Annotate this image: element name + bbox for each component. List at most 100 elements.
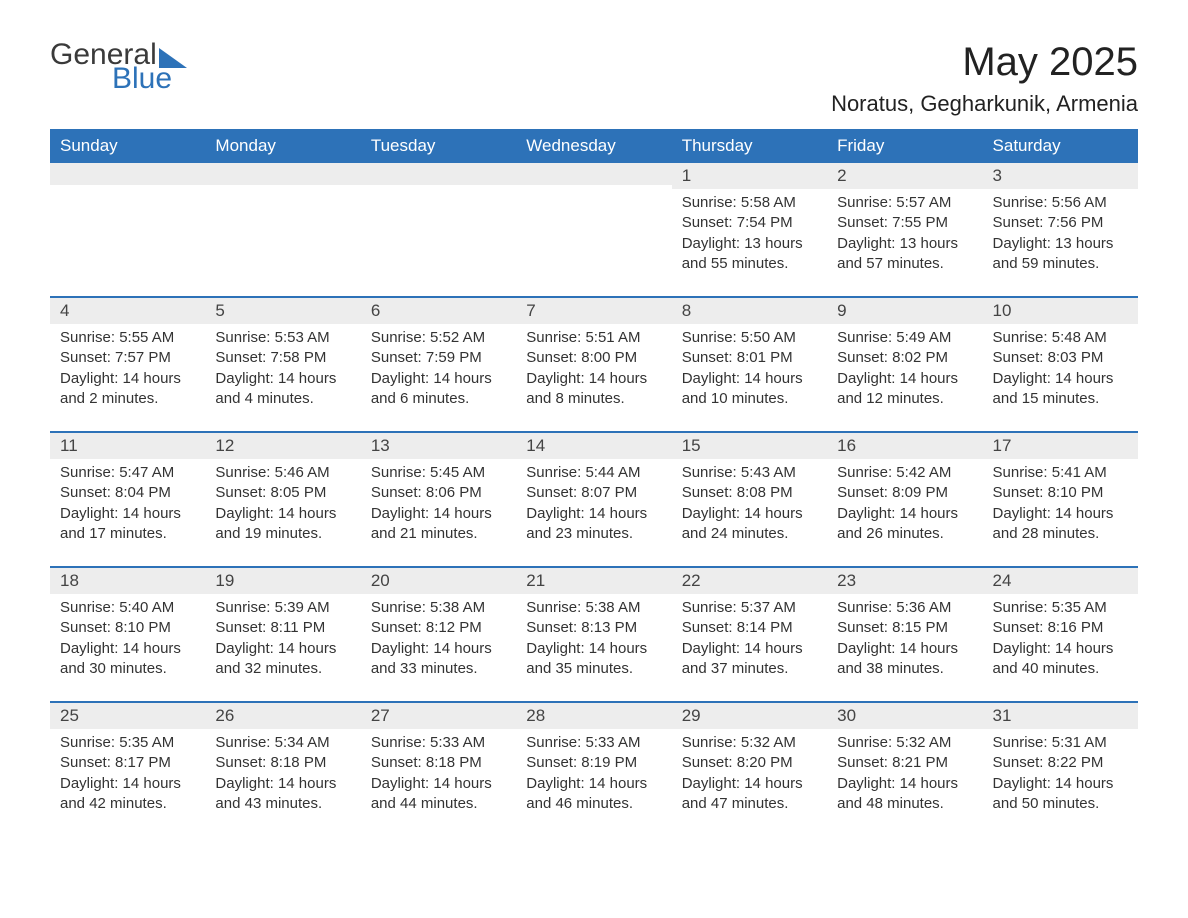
day-details: Sunrise: 5:39 AMSunset: 8:11 PMDaylight:… (205, 594, 360, 679)
calendar-cell (516, 163, 671, 297)
day-details: Sunrise: 5:55 AMSunset: 7:57 PMDaylight:… (50, 324, 205, 409)
calendar-cell (50, 163, 205, 297)
day-details: Sunrise: 5:40 AMSunset: 8:10 PMDaylight:… (50, 594, 205, 679)
day-details: Sunrise: 5:34 AMSunset: 8:18 PMDaylight:… (205, 729, 360, 814)
sunrise-text: Sunrise: 5:50 AM (682, 328, 817, 348)
sunrise-text: Sunrise: 5:53 AM (215, 328, 350, 348)
sunrise-text: Sunrise: 5:58 AM (682, 193, 817, 213)
day-number: 29 (672, 703, 827, 729)
sunrise-text: Sunrise: 5:44 AM (526, 463, 661, 483)
day-number: 16 (827, 433, 982, 459)
day-details: Sunrise: 5:37 AMSunset: 8:14 PMDaylight:… (672, 594, 827, 679)
sunset-text: Sunset: 8:03 PM (993, 348, 1128, 368)
day-number (516, 163, 671, 185)
sunset-text: Sunset: 8:12 PM (371, 618, 506, 638)
daylight-text: Daylight: 14 hours and 40 minutes. (993, 639, 1128, 680)
sunset-text: Sunset: 8:16 PM (993, 618, 1128, 638)
sunrise-text: Sunrise: 5:55 AM (60, 328, 195, 348)
day-number: 24 (983, 568, 1138, 594)
calendar-cell: 6Sunrise: 5:52 AMSunset: 7:59 PMDaylight… (361, 297, 516, 432)
day-details: Sunrise: 5:48 AMSunset: 8:03 PMDaylight:… (983, 324, 1138, 409)
sunrise-text: Sunrise: 5:40 AM (60, 598, 195, 618)
calendar-cell: 18Sunrise: 5:40 AMSunset: 8:10 PMDayligh… (50, 567, 205, 702)
weekday-header: Monday (205, 129, 360, 163)
day-details: Sunrise: 5:46 AMSunset: 8:05 PMDaylight:… (205, 459, 360, 544)
sunset-text: Sunset: 8:11 PM (215, 618, 350, 638)
sunset-text: Sunset: 8:02 PM (837, 348, 972, 368)
daylight-text: Daylight: 13 hours and 59 minutes. (993, 234, 1128, 275)
calendar-cell: 14Sunrise: 5:44 AMSunset: 8:07 PMDayligh… (516, 432, 671, 567)
daylight-text: Daylight: 14 hours and 47 minutes. (682, 774, 817, 815)
day-number: 25 (50, 703, 205, 729)
sunset-text: Sunset: 7:54 PM (682, 213, 817, 233)
sunrise-text: Sunrise: 5:38 AM (526, 598, 661, 618)
day-details: Sunrise: 5:49 AMSunset: 8:02 PMDaylight:… (827, 324, 982, 409)
daylight-text: Daylight: 13 hours and 57 minutes. (837, 234, 972, 275)
calendar-week-row: 4Sunrise: 5:55 AMSunset: 7:57 PMDaylight… (50, 297, 1138, 432)
day-details: Sunrise: 5:45 AMSunset: 8:06 PMDaylight:… (361, 459, 516, 544)
sunrise-text: Sunrise: 5:49 AM (837, 328, 972, 348)
day-details: Sunrise: 5:32 AMSunset: 8:21 PMDaylight:… (827, 729, 982, 814)
day-number: 19 (205, 568, 360, 594)
sunrise-text: Sunrise: 5:41 AM (993, 463, 1128, 483)
day-number: 8 (672, 298, 827, 324)
day-number: 7 (516, 298, 671, 324)
day-details: Sunrise: 5:35 AMSunset: 8:17 PMDaylight:… (50, 729, 205, 814)
sunset-text: Sunset: 8:13 PM (526, 618, 661, 638)
sunrise-text: Sunrise: 5:47 AM (60, 463, 195, 483)
sunrise-text: Sunrise: 5:33 AM (526, 733, 661, 753)
logo-word2: Blue (112, 64, 187, 94)
calendar-cell: 31Sunrise: 5:31 AMSunset: 8:22 PMDayligh… (983, 702, 1138, 836)
day-number: 13 (361, 433, 516, 459)
sunrise-text: Sunrise: 5:37 AM (682, 598, 817, 618)
sunrise-text: Sunrise: 5:32 AM (682, 733, 817, 753)
calendar-cell: 23Sunrise: 5:36 AMSunset: 8:15 PMDayligh… (827, 567, 982, 702)
day-details: Sunrise: 5:50 AMSunset: 8:01 PMDaylight:… (672, 324, 827, 409)
calendar-cell: 7Sunrise: 5:51 AMSunset: 8:00 PMDaylight… (516, 297, 671, 432)
daylight-text: Daylight: 14 hours and 32 minutes. (215, 639, 350, 680)
day-details: Sunrise: 5:47 AMSunset: 8:04 PMDaylight:… (50, 459, 205, 544)
daylight-text: Daylight: 14 hours and 10 minutes. (682, 369, 817, 410)
day-details: Sunrise: 5:44 AMSunset: 8:07 PMDaylight:… (516, 459, 671, 544)
day-number: 15 (672, 433, 827, 459)
sunset-text: Sunset: 8:10 PM (993, 483, 1128, 503)
sunset-text: Sunset: 8:20 PM (682, 753, 817, 773)
day-details: Sunrise: 5:31 AMSunset: 8:22 PMDaylight:… (983, 729, 1138, 814)
day-number (361, 163, 516, 185)
day-number (50, 163, 205, 185)
sunset-text: Sunset: 8:04 PM (60, 483, 195, 503)
day-number: 11 (50, 433, 205, 459)
calendar-cell: 29 Sunrise: 5:32 AMSunset: 8:20 PMDayligh… (672, 702, 827, 836)
daylight-text: Daylight: 14 hours and 38 minutes. (837, 639, 972, 680)
sunset-text: Sunset: 7:57 PM (60, 348, 195, 368)
calendar-cell: 26Sunrise: 5:34 AMSunset: 8:18 PMDayligh… (205, 702, 360, 836)
calendar-cell: 13Sunrise: 5:45 AMSunset: 8:06 PMDayligh… (361, 432, 516, 567)
daylight-text: Daylight: 14 hours and 43 minutes. (215, 774, 350, 815)
sunset-text: Sunset: 8:05 PM (215, 483, 350, 503)
sunset-text: Sunset: 8:15 PM (837, 618, 972, 638)
sunrise-text: Sunrise: 5:45 AM (371, 463, 506, 483)
day-number (205, 163, 360, 185)
day-number: 9 (827, 298, 982, 324)
day-details: Sunrise: 5:33 AMSunset: 8:19 PMDaylight:… (516, 729, 671, 814)
daylight-text: Daylight: 14 hours and 19 minutes. (215, 504, 350, 545)
calendar-cell: 16Sunrise: 5:42 AMSunset: 8:09 PMDayligh… (827, 432, 982, 567)
day-number: 17 (983, 433, 1138, 459)
day-number: 23 (827, 568, 982, 594)
day-details: Sunrise: 5:42 AMSunset: 8:09 PMDaylight:… (827, 459, 982, 544)
weekday-header: Friday (827, 129, 982, 163)
daylight-text: Daylight: 14 hours and 46 minutes. (526, 774, 661, 815)
calendar-cell: 10Sunrise: 5:48 AMSunset: 8:03 PMDayligh… (983, 297, 1138, 432)
weekday-header: Sunday (50, 129, 205, 163)
day-number: 26 (205, 703, 360, 729)
calendar-cell: 30Sunrise: 5:32 AMSunset: 8:21 PMDayligh… (827, 702, 982, 836)
sunset-text: Sunset: 8:01 PM (682, 348, 817, 368)
sunrise-text: Sunrise: 5:31 AM (993, 733, 1128, 753)
day-details: Sunrise: 5:36 AMSunset: 8:15 PMDaylight:… (827, 594, 982, 679)
daylight-text: Daylight: 14 hours and 26 minutes. (837, 504, 972, 545)
sunrise-text: Sunrise: 5:46 AM (215, 463, 350, 483)
sunrise-text: Sunrise: 5:56 AM (993, 193, 1128, 213)
calendar-body: 1Sunrise: 5:58 AMSunset: 7:54 PMDaylight… (50, 163, 1138, 836)
sunrise-text: Sunrise: 5:35 AM (993, 598, 1128, 618)
day-details: Sunrise: 5:52 AMSunset: 7:59 PMDaylight:… (361, 324, 516, 409)
